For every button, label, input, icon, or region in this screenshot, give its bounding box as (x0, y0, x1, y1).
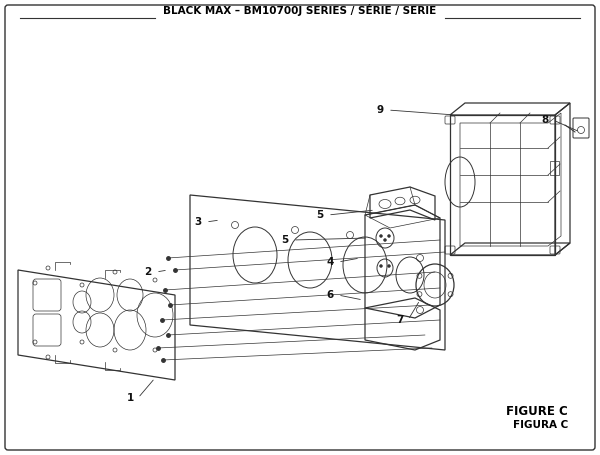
Text: FIGURE C: FIGURE C (506, 405, 568, 418)
Ellipse shape (380, 264, 383, 268)
Text: 4: 4 (326, 257, 334, 267)
Text: 3: 3 (194, 217, 202, 227)
Ellipse shape (380, 234, 383, 238)
Text: FIGURA C: FIGURA C (513, 420, 568, 430)
Text: 1: 1 (127, 393, 134, 403)
Text: 5: 5 (281, 235, 289, 245)
Text: 7: 7 (397, 315, 404, 325)
Text: BLACK MAX – BM10700J SERIES / SÉRIE / SERIE: BLACK MAX – BM10700J SERIES / SÉRIE / SE… (163, 4, 437, 16)
FancyBboxPatch shape (5, 5, 595, 450)
Text: 2: 2 (145, 267, 152, 277)
Ellipse shape (388, 264, 391, 268)
Ellipse shape (383, 238, 386, 242)
Text: 6: 6 (326, 290, 334, 300)
Text: 8: 8 (541, 115, 548, 125)
Ellipse shape (388, 234, 391, 238)
Text: 9: 9 (376, 105, 383, 115)
Text: 5: 5 (316, 210, 323, 220)
